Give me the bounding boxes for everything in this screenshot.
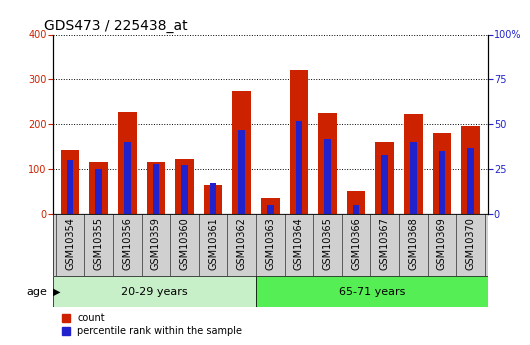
Bar bbox=[181, 166, 188, 214]
Bar bbox=[147, 162, 165, 214]
Bar bbox=[347, 191, 365, 214]
Bar bbox=[353, 205, 359, 214]
Text: GSM10359: GSM10359 bbox=[151, 217, 161, 270]
Bar bbox=[410, 142, 417, 214]
Bar bbox=[267, 205, 273, 214]
Text: GSM10356: GSM10356 bbox=[122, 217, 132, 270]
Text: GSM10354: GSM10354 bbox=[65, 217, 75, 270]
Bar bbox=[118, 112, 137, 214]
Bar bbox=[439, 151, 445, 214]
Bar bbox=[233, 90, 251, 214]
Text: GSM10361: GSM10361 bbox=[208, 217, 218, 270]
Bar bbox=[296, 121, 302, 214]
Text: GSM10366: GSM10366 bbox=[351, 217, 361, 270]
Text: GSM10368: GSM10368 bbox=[408, 217, 418, 270]
Bar bbox=[67, 160, 74, 214]
Text: 20-29 years: 20-29 years bbox=[121, 287, 188, 296]
Bar bbox=[461, 126, 480, 214]
Bar bbox=[95, 169, 102, 214]
Bar bbox=[153, 164, 159, 214]
Bar bbox=[261, 198, 280, 214]
Bar bbox=[375, 142, 394, 214]
Text: GSM10367: GSM10367 bbox=[379, 217, 390, 270]
Text: GSM10370: GSM10370 bbox=[465, 217, 475, 270]
Bar bbox=[256, 276, 488, 307]
Bar bbox=[124, 142, 130, 214]
Text: GSM10360: GSM10360 bbox=[180, 217, 190, 270]
Text: GSM10363: GSM10363 bbox=[266, 217, 275, 270]
Bar bbox=[53, 276, 256, 307]
Text: GSM10364: GSM10364 bbox=[294, 217, 304, 270]
Text: GSM10362: GSM10362 bbox=[237, 217, 246, 270]
Text: GSM10365: GSM10365 bbox=[322, 217, 332, 270]
Bar bbox=[210, 184, 216, 214]
Text: GSM10355: GSM10355 bbox=[94, 217, 104, 270]
Legend: count, percentile rank within the sample: count, percentile rank within the sample bbox=[58, 309, 246, 340]
Bar bbox=[318, 113, 337, 214]
Text: GDS473 / 225438_at: GDS473 / 225438_at bbox=[45, 19, 188, 33]
Bar bbox=[238, 130, 245, 214]
Bar bbox=[432, 133, 451, 214]
Text: 65-71 years: 65-71 years bbox=[339, 287, 405, 296]
Bar bbox=[382, 155, 388, 214]
Bar bbox=[467, 148, 474, 214]
Bar bbox=[289, 70, 308, 214]
Bar bbox=[324, 139, 331, 214]
Text: GSM10369: GSM10369 bbox=[437, 217, 447, 270]
Bar bbox=[175, 159, 194, 214]
Bar bbox=[61, 150, 80, 214]
Bar bbox=[90, 162, 108, 214]
Bar bbox=[204, 185, 223, 214]
Bar bbox=[53, 214, 488, 276]
Text: ▶: ▶ bbox=[53, 287, 60, 296]
Bar bbox=[404, 114, 422, 214]
Text: age: age bbox=[27, 287, 48, 296]
